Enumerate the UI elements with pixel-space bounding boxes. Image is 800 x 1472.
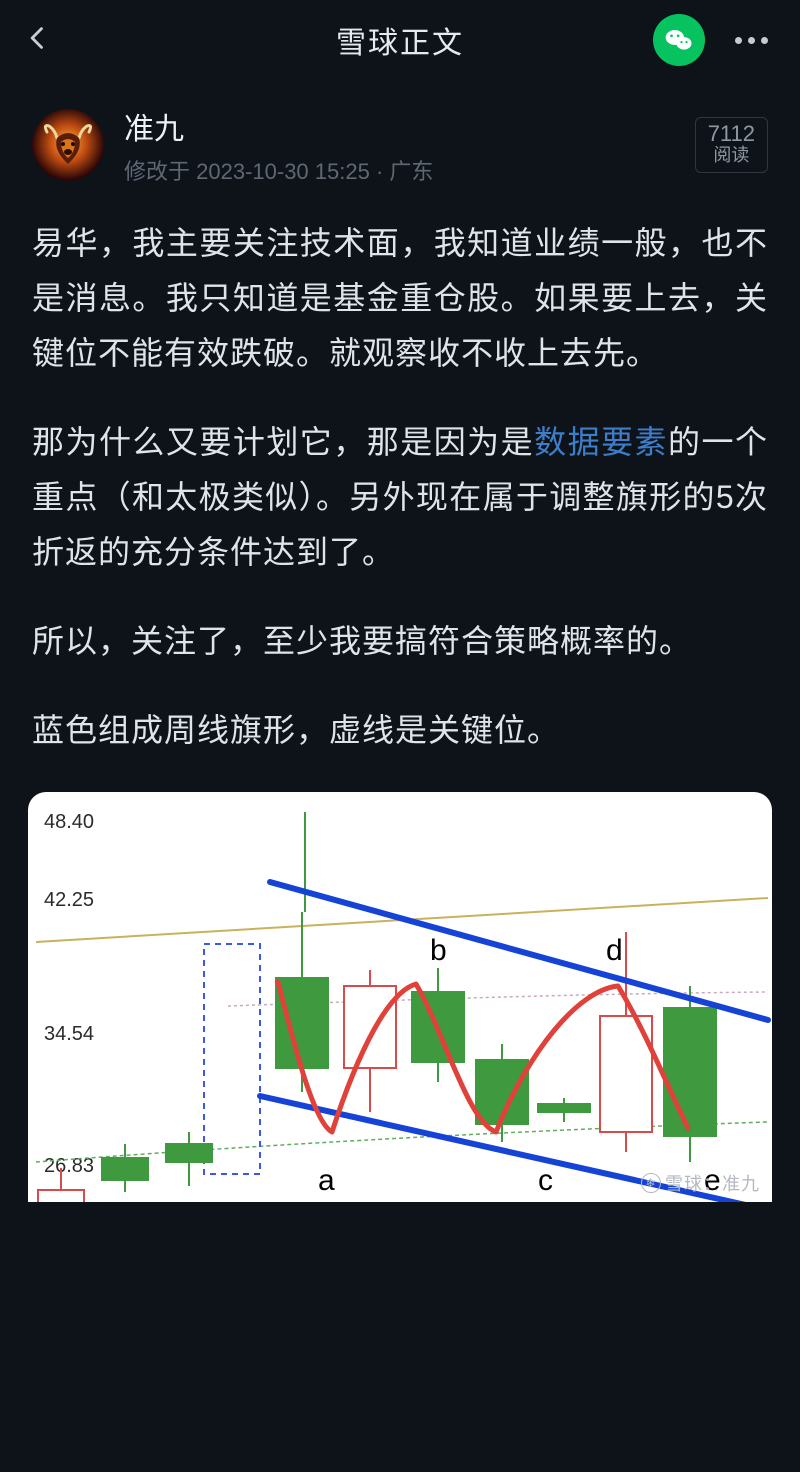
text-run: 那为什么又要计划它，那是因为是 <box>32 424 534 460</box>
meta-separator: · <box>370 159 390 184</box>
more-button[interactable] <box>727 29 776 52</box>
svg-text:42.25: 42.25 <box>44 889 94 911</box>
paragraph: 那为什么又要计划它，那是因为是数据要素的一个重点（和太极类似）。另外现在属于调整… <box>32 415 768 580</box>
dot-icon <box>748 37 755 44</box>
svg-text:a: a <box>318 1164 335 1197</box>
reads-label: 阅读 <box>708 146 755 166</box>
author-meta-line: 修改于 2023-10-30 15:25 · 广东 <box>124 154 675 186</box>
paragraph: 蓝色组成周线旗形，虚线是关键位。 <box>32 703 768 758</box>
dot-icon <box>761 37 768 44</box>
back-button[interactable] <box>24 24 52 57</box>
svg-text:48.40: 48.40 <box>44 811 94 833</box>
author-avatar[interactable] <box>32 109 104 181</box>
svg-text:b: b <box>430 934 447 967</box>
share-wechat-button[interactable] <box>653 14 705 66</box>
post-body: 易华，我主要关注技术面，我知道业绩一般，也不是消息。我只知道是基金重仓股。如果要… <box>0 198 800 758</box>
post-location: 广东 <box>389 159 433 184</box>
paragraph: 所以，关注了，至少我要搞符合策略概率的。 <box>32 614 768 669</box>
wechat-icon <box>664 25 694 55</box>
stock-link[interactable]: 数据要素 <box>534 424 668 460</box>
reads-count: 7112 <box>708 122 755 146</box>
svg-text:34.54: 34.54 <box>44 1023 94 1045</box>
dot-icon <box>735 37 742 44</box>
paragraph: 易华，我主要关注技术面，我知道业绩一般，也不是消息。我只知道是基金重仓股。如果要… <box>32 216 768 381</box>
watermark: ❄ 雪球：准九 <box>641 1170 760 1196</box>
top-bar: 雪球正文 <box>0 0 800 80</box>
watermark-text: 雪球：准九 <box>665 1170 760 1196</box>
meta-prefix: 修改于 <box>124 159 196 184</box>
svg-text:c: c <box>538 1164 553 1197</box>
author-row: 准九 修改于 2023-10-30 15:25 · 广东 7112 阅读 <box>0 80 800 198</box>
page-title: 雪球正文 <box>336 18 464 62</box>
chart-image[interactable]: 48.4042.2534.5426.83abcde ❄ 雪球：准九 <box>28 792 772 1202</box>
author-name[interactable]: 准九 <box>124 104 675 148</box>
svg-text:d: d <box>606 934 623 967</box>
xueqiu-icon: ❄ <box>641 1173 661 1193</box>
bull-icon <box>41 118 95 172</box>
chevron-left-icon <box>24 24 52 52</box>
reads-badge: 7112 阅读 <box>695 117 768 173</box>
post-timestamp: 2023-10-30 15:25 <box>196 159 370 184</box>
candlestick-chart: 48.4042.2534.5426.83abcde <box>28 792 772 1202</box>
